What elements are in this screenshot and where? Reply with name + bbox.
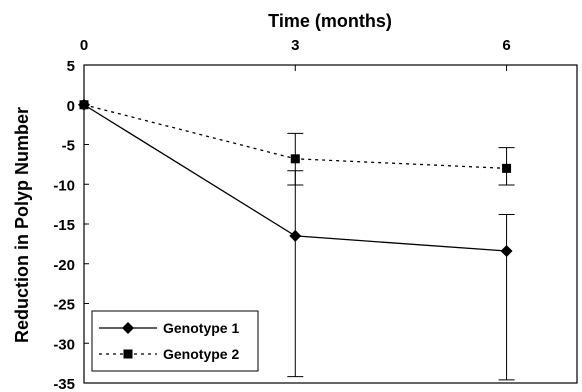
y-tick-label: -30 (53, 336, 75, 353)
legend-marker-square (123, 349, 133, 359)
y-tick-label: -5 (62, 138, 75, 155)
error-bar (287, 170, 304, 378)
legend-box (91, 310, 259, 372)
x-tick-label: 6 (502, 37, 510, 54)
y-tick-label: -20 (53, 257, 75, 274)
data-point-diamond (289, 229, 302, 242)
legend-label-1: Genotype 1 (163, 320, 239, 336)
y-tick-label: 0 (67, 98, 75, 115)
y-tick-label: 5 (67, 58, 75, 75)
series-layer (78, 98, 515, 381)
y-tick-label: -10 (53, 177, 75, 194)
error-bar (498, 213, 515, 381)
data-point-square (79, 100, 89, 110)
legend-marker-diamond (122, 322, 134, 334)
x-tick-label: 3 (291, 37, 299, 54)
data-point-diamond (500, 245, 513, 258)
x-axis-label: Time (months) (268, 11, 392, 31)
y-tick-label: -35 (53, 376, 75, 392)
y-axis-label: Reduction in Polyp Number (12, 107, 32, 343)
y-tick-label: -25 (53, 297, 75, 314)
data-point-square (290, 154, 300, 164)
legend-label-2: Genotype 2 (163, 346, 239, 362)
data-point-square (502, 163, 512, 173)
x-tick-label: 0 (80, 37, 88, 54)
legend: Genotype 1 Genotype 2 (91, 310, 259, 372)
y-tick-label: -15 (53, 217, 75, 234)
axes: 50-5-10-15-20-25-30-350 3 6 (53, 37, 510, 392)
